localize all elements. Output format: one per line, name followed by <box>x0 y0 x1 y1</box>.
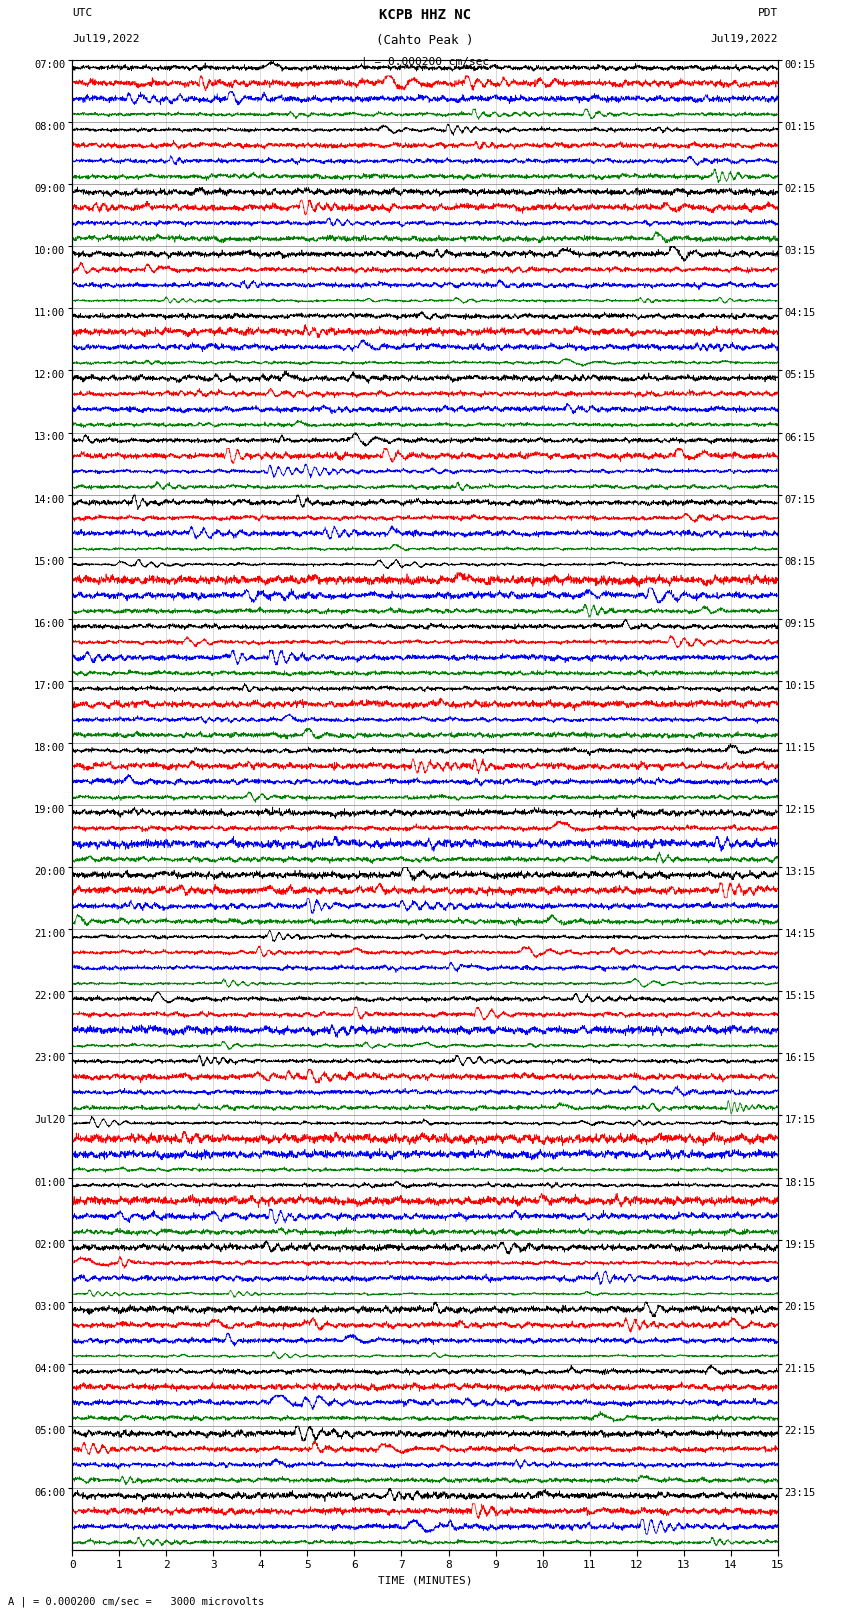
X-axis label: TIME (MINUTES): TIME (MINUTES) <box>377 1576 473 1586</box>
Text: KCPB HHZ NC: KCPB HHZ NC <box>379 8 471 23</box>
Text: UTC: UTC <box>72 8 93 18</box>
Text: Jul19,2022: Jul19,2022 <box>72 34 139 44</box>
Text: | = 0.000200 cm/sec: | = 0.000200 cm/sec <box>361 56 489 68</box>
Text: (Cahto Peak ): (Cahto Peak ) <box>377 34 473 47</box>
Text: Jul19,2022: Jul19,2022 <box>711 34 778 44</box>
Text: A | = 0.000200 cm/sec =   3000 microvolts: A | = 0.000200 cm/sec = 3000 microvolts <box>8 1595 264 1607</box>
Text: PDT: PDT <box>757 8 778 18</box>
